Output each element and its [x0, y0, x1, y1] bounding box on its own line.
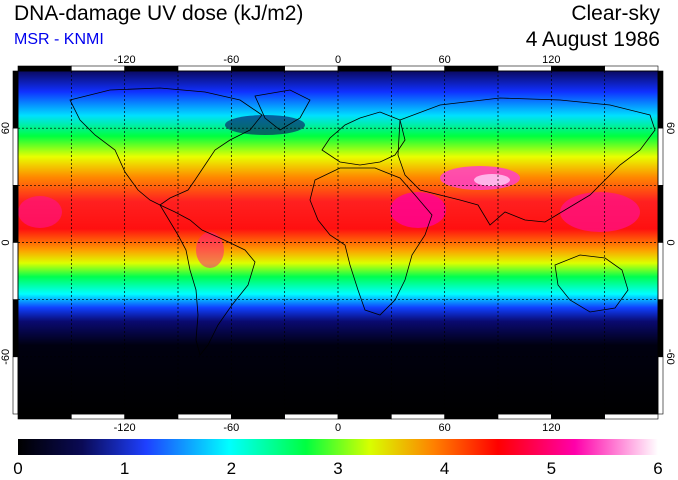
source-label: MSR - KNMI	[14, 31, 104, 48]
frame-segment-bottom	[391, 413, 445, 420]
frame-segment-right	[657, 299, 664, 358]
sky-condition-label: Clear-sky	[571, 2, 660, 25]
map-border	[17, 70, 659, 415]
lat-tick-label-left: 60	[0, 122, 12, 134]
lon-tick-label-bottom: 0	[335, 422, 341, 434]
frame-segment-top	[444, 65, 499, 72]
frame-segment-top	[71, 65, 125, 72]
frame-segment-left	[12, 299, 19, 358]
lon-tick-label-bottom: 120	[542, 422, 560, 434]
frame-segment-right	[657, 185, 664, 243]
frame-segment-top	[177, 65, 232, 72]
frame-segment-top	[551, 65, 605, 72]
frame-segment-bottom	[551, 413, 605, 420]
colorbar-tick-label: 1	[119, 459, 130, 478]
frame-segment-bottom	[124, 413, 179, 420]
frame-segment-left	[12, 127, 19, 186]
frame-segment-bottom	[177, 413, 232, 420]
frame-segment-top	[17, 65, 72, 72]
colorbar	[18, 439, 658, 455]
lon-tick-label-bottom: -120	[114, 422, 136, 434]
lat-tick-label-left: 0	[0, 239, 12, 245]
frame-segment-bottom	[17, 413, 72, 420]
lon-tick-label-top: 0	[335, 54, 341, 66]
map-frame	[12, 65, 664, 420]
lon-tick-label-bottom: 60	[439, 422, 451, 434]
frame-segment-bottom	[284, 413, 339, 420]
colorbar-tick-label: 3	[333, 459, 343, 478]
frame-segment-left	[12, 185, 19, 243]
frame-segment-top	[497, 65, 552, 72]
date-label: 4 August 1986	[525, 28, 660, 51]
lon-tick-label-top: -60	[223, 54, 239, 66]
frame-segment-right	[657, 70, 664, 129]
lat-tick-label-left: -60	[0, 349, 12, 365]
lat-tick-label-right: -60	[664, 349, 676, 365]
axis-labels: -120 -120 -60 -60 0 0 60 60 120 120 60 60 0 0 -60 -60	[0, 54, 676, 434]
frame-segment-bottom	[231, 413, 285, 420]
lon-tick-label-top: 60	[439, 54, 451, 66]
frame-segment-bottom	[444, 413, 499, 420]
frame-segment-top	[231, 65, 285, 72]
colorbar-tick-label: 2	[226, 459, 237, 478]
lon-tick-label-top: -120	[114, 54, 136, 66]
frame-segment-bottom	[497, 413, 552, 420]
frame-segment-bottom	[604, 413, 659, 420]
lon-tick-label-bottom: -60	[223, 422, 239, 434]
frame-segment-top	[337, 65, 392, 72]
frame-segment-top	[391, 65, 445, 72]
lat-tick-label-right: 0	[664, 239, 676, 245]
frame-segment-right	[657, 356, 664, 415]
frame-segment-top	[604, 65, 659, 72]
frame-segment-top	[284, 65, 339, 72]
map-title: DNA-damage UV dose (kJ/m2)	[14, 2, 304, 25]
lon-tick-label-top: 120	[542, 54, 560, 66]
frame-segment-left	[12, 356, 19, 415]
colorbar-tick-label: 0	[13, 459, 23, 478]
frame-segment-bottom	[71, 413, 125, 420]
colorbar-tick-label: 5	[546, 459, 557, 478]
lat-lon-grid	[18, 71, 658, 414]
frame-segment-top	[124, 65, 179, 72]
coastlines	[69, 87, 656, 356]
frame-segment-left	[12, 70, 19, 129]
frame-segment-bottom	[337, 413, 392, 420]
frame-segment-right	[657, 127, 664, 186]
lat-tick-label-right: 60	[664, 122, 676, 134]
frame-segment-left	[12, 242, 19, 300]
colorbar-tick-label: 4	[439, 459, 450, 478]
frame-segment-right	[657, 242, 664, 300]
colorbar-tick-label: 6	[653, 459, 663, 478]
